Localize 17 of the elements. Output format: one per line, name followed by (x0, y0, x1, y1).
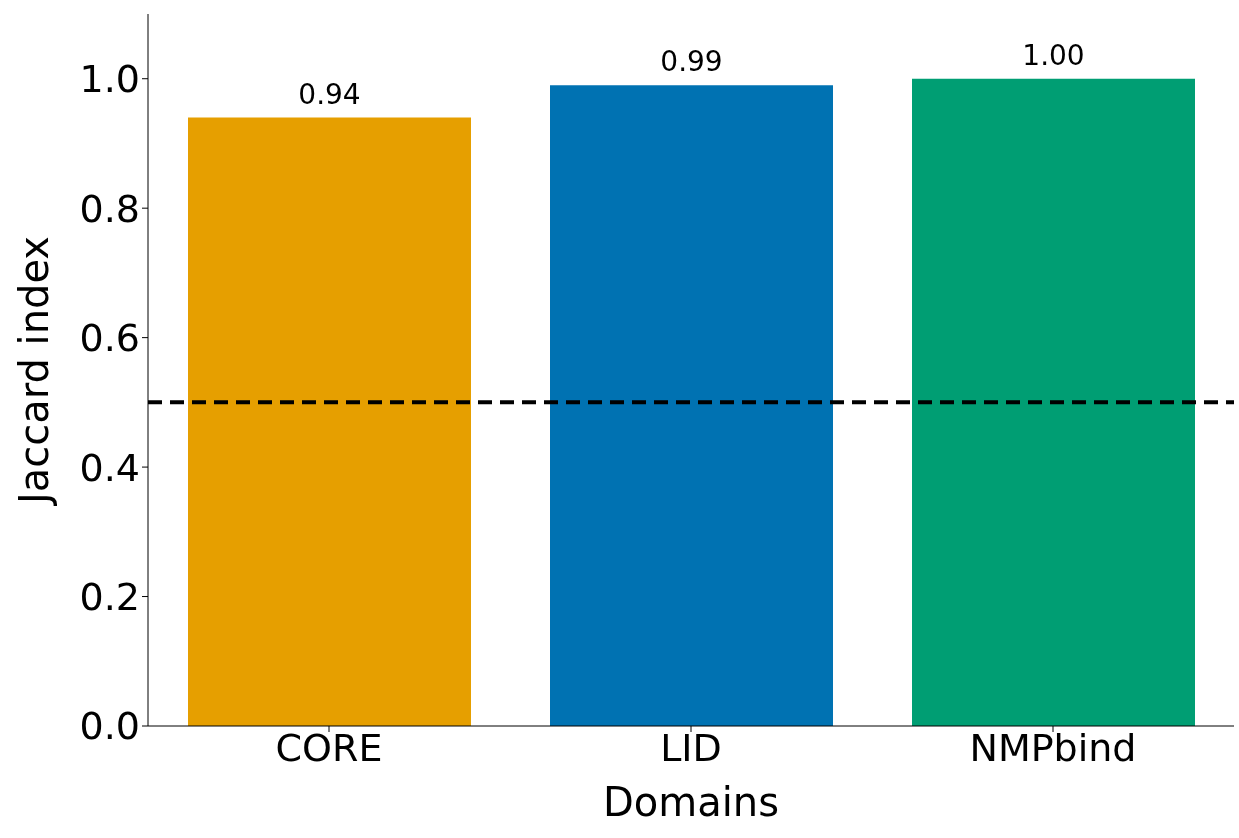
x-tick-label: LID (660, 725, 722, 770)
bar (188, 117, 471, 726)
x-tick-label: NMPbind (969, 725, 1137, 770)
x-tick-label: CORE (275, 725, 383, 770)
y-tick-label: 0.0 (79, 704, 140, 749)
data-label: 0.99 (660, 45, 723, 79)
x-axis-title: Domains (602, 779, 780, 825)
y-tick-label: 0.6 (79, 316, 140, 361)
y-tick-label: 1.0 (79, 57, 140, 102)
y-axis-title: Jaccard index (11, 235, 58, 508)
bar (550, 85, 833, 726)
y-tick-label: 0.2 (79, 575, 140, 620)
bar (912, 78, 1195, 726)
data-label: 0.94 (298, 77, 361, 111)
y-tick-label: 0.8 (79, 186, 140, 231)
data-label: 1.00 (1022, 38, 1085, 72)
y-tick-label: 0.4 (79, 445, 140, 490)
